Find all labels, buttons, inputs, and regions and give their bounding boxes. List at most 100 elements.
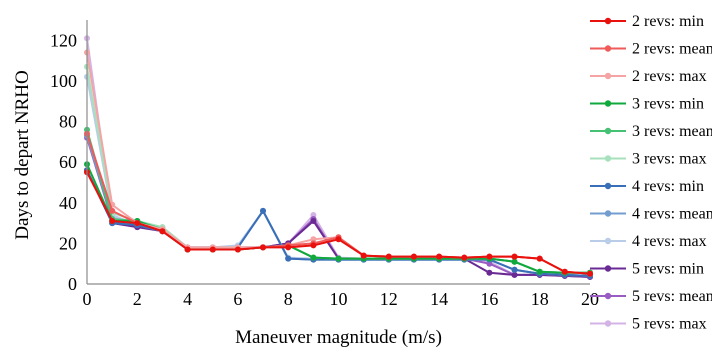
x-tick-label: 18 [531,289,549,309]
data-point [310,236,317,243]
data-point [410,253,417,260]
data-point [310,254,317,261]
legend-item: 5 revs: mean [590,288,712,305]
y-tick-label: 120 [50,30,77,50]
x-tick-label: 8 [284,289,293,309]
data-point [134,220,141,227]
legend-item: 5 revs: max [590,316,707,333]
y-tick-label: 40 [59,193,77,213]
legend-label: 3 revs: max [632,151,707,168]
series-2-revs-max [84,49,593,277]
y-tick-labels: 0 20 40 60 80 100 120 [50,30,77,294]
data-point [536,255,543,262]
series-4-revs-max [84,73,593,279]
data-point [209,246,216,253]
legend-swatch-marker [604,17,612,25]
legend-swatch-marker [604,182,612,190]
data-point [234,246,241,253]
x-tick-label: 2 [133,289,142,309]
legend-swatch-marker [604,72,612,80]
y-tick-label: 60 [59,152,77,172]
legend-label: 5 revs: mean [632,288,712,305]
x-tick-label: 20 [581,289,599,309]
data-point [109,207,116,214]
legend-label: 3 revs: min [632,96,704,113]
legend-label: 2 revs: max [632,68,707,85]
data-point [335,255,342,262]
legend-label: 4 revs: mean [632,206,712,223]
x-axis-title: Maneuver magnitude (m/s) [235,327,442,348]
legend-swatch-marker [604,292,612,300]
series-5-revs-max [84,35,593,280]
series-3-revs-max [84,63,593,276]
x-tick-label: 0 [83,289,92,309]
legend-item: 4 revs: mean [590,206,712,223]
legend-label: 4 revs: max [632,233,707,250]
legend-label: 4 revs: min [632,178,704,195]
legend-swatch-marker [604,155,612,162]
legend-label: 2 revs: mean [632,41,712,58]
series-line [86,133,591,275]
legend-item: 5 revs: min [590,261,704,278]
legend-item: 3 revs: max [590,151,707,168]
data-point [310,218,317,224]
data-point [310,242,317,249]
legend-item: 3 revs: min [590,96,704,113]
data-point [436,253,443,260]
data-point [285,255,292,262]
legend-label: 2 revs: min [632,13,704,30]
data-point [360,252,367,259]
plot-series-group [84,35,593,280]
legend-swatch-marker [604,237,612,245]
legend-item: 2 revs: max [590,68,707,85]
data-point [109,218,116,224]
series-3-revs-mean [84,126,593,276]
legend-item: 3 revs: mean [590,123,712,140]
x-tick-label: 16 [480,289,498,309]
y-axis-title: Days to depart NRHO [12,70,33,239]
legend-item: 2 revs: min [590,13,704,30]
legend-swatch-marker [604,127,612,135]
data-point [561,268,568,275]
legend-label: 5 revs: min [632,261,704,278]
legend-swatch-marker [604,265,612,272]
data-point [486,269,493,276]
legend-item: 4 revs: max [590,233,707,250]
y-tick-label: 100 [50,71,77,91]
data-point [511,258,518,265]
data-point [260,244,266,251]
data-point [335,236,342,243]
series-line [86,129,590,274]
legend: 2 revs: min 2 revs: mean 2 revs: max 3 revs… [590,13,712,333]
legend-label: 3 revs: mean [632,123,712,140]
data-point [184,246,191,253]
y-tick-label: 80 [59,112,77,132]
data-point [159,228,166,235]
legend-item: 2 revs: mean [590,41,712,58]
legend-item: 4 revs: min [590,178,704,195]
data-point [385,253,392,260]
legend-swatch-marker [604,210,612,217]
x-tick-label: 14 [430,289,448,309]
x-tick-label: 10 [330,289,348,309]
y-tick-label: 20 [59,233,77,253]
x-tick-label: 12 [380,289,398,309]
legend-swatch-marker [604,100,612,107]
legend-label: 5 revs: max [632,316,707,333]
y-tick-label: 0 [68,274,77,294]
data-point [511,271,518,278]
data-point [511,253,518,260]
data-point [285,244,292,251]
data-point [536,268,543,275]
series-line [86,76,591,277]
x-tick-label: 4 [183,289,192,309]
x-tick-labels: 0 2 4 6 8 10 12 14 16 18 20 [83,289,600,309]
data-point [461,254,468,261]
data-point [486,253,493,260]
data-point [587,270,593,277]
data-point [511,266,518,273]
data-point [260,207,266,214]
legend-swatch-marker [604,45,612,52]
legend-swatch-marker [604,320,612,327]
